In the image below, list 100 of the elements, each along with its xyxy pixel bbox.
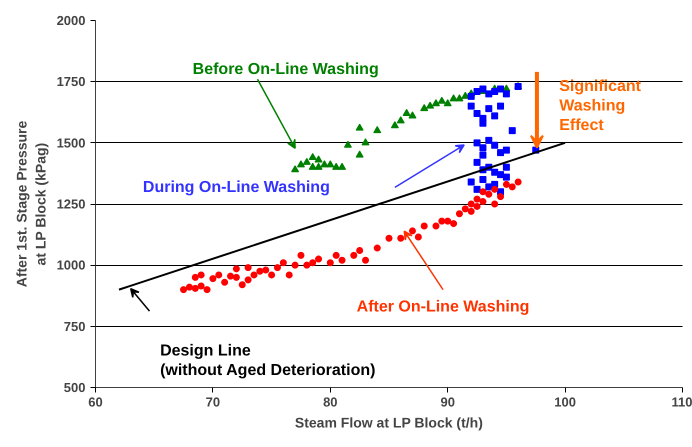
point bbox=[491, 112, 498, 120]
y-tick-label: 750 bbox=[64, 318, 86, 334]
x-tick-label: 110 bbox=[672, 394, 692, 410]
point bbox=[362, 256, 370, 264]
point bbox=[468, 200, 475, 208]
point bbox=[244, 264, 252, 272]
point bbox=[408, 111, 416, 118]
point bbox=[432, 99, 440, 106]
point bbox=[362, 138, 370, 146]
point bbox=[414, 234, 422, 241]
point bbox=[497, 171, 504, 178]
point bbox=[291, 165, 300, 172]
point bbox=[314, 155, 323, 162]
point bbox=[332, 252, 340, 259]
annotation: Significant Washing Effect bbox=[559, 78, 642, 134]
point bbox=[309, 259, 316, 266]
point bbox=[297, 252, 304, 259]
y-tick-label: 1000 bbox=[56, 258, 86, 273]
point bbox=[479, 152, 486, 159]
annotation: Design Line (without Aged Deterioration) bbox=[160, 342, 376, 379]
point bbox=[238, 281, 246, 288]
point bbox=[497, 149, 504, 156]
point bbox=[474, 88, 481, 95]
point bbox=[244, 276, 252, 284]
point bbox=[198, 271, 205, 278]
point bbox=[479, 198, 486, 206]
point bbox=[491, 142, 498, 149]
point bbox=[232, 265, 240, 272]
point bbox=[373, 126, 382, 134]
point bbox=[468, 208, 475, 215]
x-tick-label: 100 bbox=[554, 394, 576, 410]
point bbox=[420, 222, 428, 230]
point bbox=[192, 274, 199, 281]
point bbox=[479, 144, 486, 152]
point bbox=[338, 256, 346, 264]
point bbox=[502, 174, 510, 181]
point bbox=[491, 186, 498, 193]
point bbox=[450, 94, 458, 102]
point bbox=[455, 94, 464, 102]
point bbox=[390, 121, 399, 128]
annotation: Before On-Line Washing bbox=[192, 60, 379, 78]
point bbox=[497, 86, 504, 93]
point bbox=[468, 102, 475, 110]
point bbox=[356, 150, 364, 158]
point bbox=[479, 176, 486, 184]
point bbox=[514, 178, 522, 186]
point bbox=[186, 284, 193, 291]
point bbox=[502, 146, 510, 154]
point bbox=[308, 152, 317, 160]
x-tick-label: 60 bbox=[88, 394, 103, 410]
point bbox=[250, 271, 258, 278]
y-tick-label: 500 bbox=[64, 380, 86, 395]
point bbox=[491, 88, 498, 95]
point bbox=[397, 234, 404, 242]
point bbox=[280, 259, 287, 266]
point bbox=[468, 178, 475, 186]
point bbox=[491, 200, 498, 208]
point bbox=[485, 136, 492, 144]
point bbox=[479, 188, 486, 196]
point bbox=[502, 180, 510, 188]
point bbox=[432, 222, 440, 230]
point bbox=[402, 108, 411, 116]
point bbox=[450, 220, 458, 228]
point bbox=[426, 102, 434, 109]
point bbox=[209, 275, 216, 282]
point bbox=[227, 272, 234, 280]
x-axis-title: Steam Flow at LP Block (t/h) bbox=[294, 414, 483, 430]
x-tick-label: 90 bbox=[440, 394, 455, 410]
point bbox=[468, 92, 475, 100]
point bbox=[497, 102, 504, 110]
point bbox=[356, 124, 364, 131]
point bbox=[302, 158, 311, 165]
point bbox=[497, 193, 504, 200]
point bbox=[438, 218, 446, 225]
point bbox=[408, 227, 416, 234]
point bbox=[256, 268, 264, 275]
x-tick-label: 70 bbox=[206, 394, 220, 410]
point bbox=[180, 286, 188, 294]
y-tick-label: 1500 bbox=[56, 135, 86, 150]
point bbox=[296, 160, 305, 168]
point bbox=[262, 266, 270, 274]
point bbox=[350, 252, 358, 259]
point bbox=[508, 127, 516, 134]
point bbox=[326, 160, 334, 168]
y-tick-label: 2000 bbox=[56, 13, 86, 28]
point bbox=[474, 158, 481, 166]
point bbox=[508, 183, 516, 190]
point bbox=[338, 162, 346, 170]
point bbox=[232, 274, 240, 281]
annotation: After On-Line Washing bbox=[356, 298, 530, 316]
point bbox=[356, 246, 364, 254]
point bbox=[215, 271, 222, 278]
point bbox=[479, 120, 486, 127]
point bbox=[438, 96, 446, 104]
point bbox=[474, 139, 481, 146]
y-tick-label: 1250 bbox=[56, 196, 86, 212]
point bbox=[198, 282, 205, 290]
point bbox=[444, 99, 452, 106]
y-tick-label: 1750 bbox=[56, 74, 86, 90]
point bbox=[396, 116, 405, 124]
